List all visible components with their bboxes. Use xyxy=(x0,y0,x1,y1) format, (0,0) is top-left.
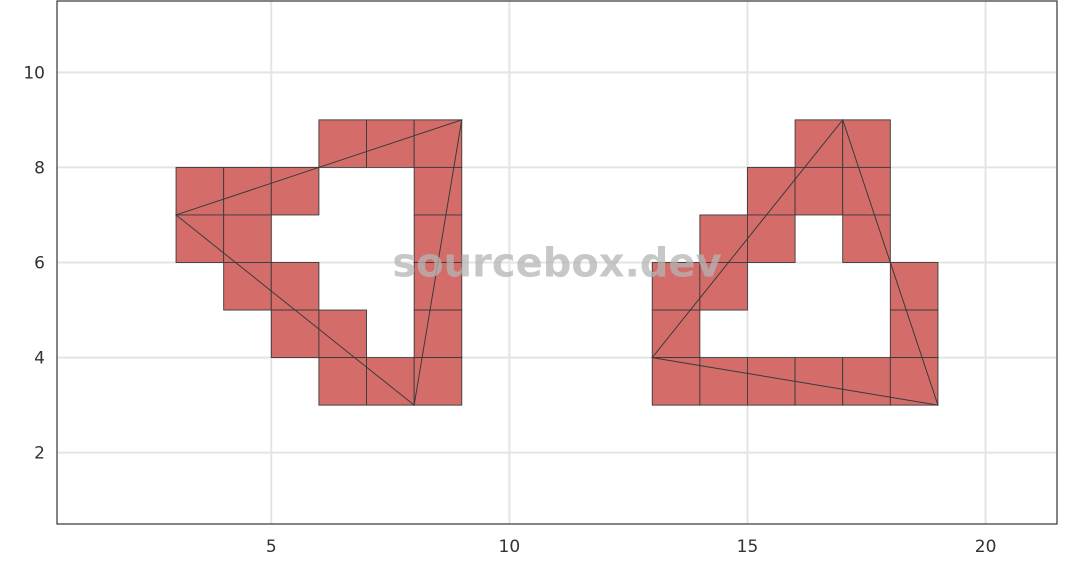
shape-2-cell xyxy=(889,262,939,311)
y-tick-label: 6 xyxy=(34,254,45,274)
shape-2-cell xyxy=(699,214,748,263)
shape-cells xyxy=(175,119,939,406)
shape-1-cell xyxy=(270,309,320,359)
watermark-text: sourcebox.dev xyxy=(392,241,721,287)
shape-1-cell xyxy=(175,214,225,263)
shape-1-cell xyxy=(413,309,463,359)
shape-2-cell xyxy=(794,166,844,216)
x-tick-label: 15 xyxy=(737,537,759,557)
shape-2-cell xyxy=(794,119,844,168)
shape-2-cell xyxy=(842,357,891,406)
y-tick-label: 2 xyxy=(34,444,45,464)
shape-2-cell xyxy=(842,214,891,263)
shape-1-cell xyxy=(318,309,367,359)
x-tick-label: 5 xyxy=(266,537,277,557)
shape-2-cell xyxy=(889,357,939,406)
shape-1-cell xyxy=(223,262,272,311)
y-tick-label: 4 xyxy=(34,349,45,369)
shape-1-cell xyxy=(366,357,415,406)
shape-2-cell xyxy=(747,214,796,263)
y-tick-label: 10 xyxy=(23,63,45,83)
plot-frame xyxy=(56,0,1058,525)
shape-2-cell xyxy=(794,357,844,406)
shape-2-cell xyxy=(747,357,796,406)
shape-1-cell xyxy=(318,357,367,406)
shape-2-triangle xyxy=(651,118,939,406)
triangle-edges xyxy=(175,118,939,407)
shape-2-cell xyxy=(651,309,701,359)
shape-2-cell xyxy=(699,357,748,406)
shape-2-cell xyxy=(651,357,701,406)
x-tick-label: 10 xyxy=(499,537,521,557)
x-axis-ticks: 5 10 15 20 xyxy=(266,537,997,557)
x-tick-label: 20 xyxy=(975,537,997,557)
shape-2-cell xyxy=(747,166,796,216)
shape-2-cell xyxy=(699,262,748,311)
shape-1-cell xyxy=(270,166,320,216)
shape-1-cell xyxy=(413,357,463,406)
shape-1-cell xyxy=(270,262,320,311)
shape-1-cell xyxy=(223,214,272,263)
shape-2-cell xyxy=(651,262,701,311)
y-tick-label: 8 xyxy=(34,158,45,178)
y-axis-ticks: 2 4 6 8 10 xyxy=(23,63,45,463)
shape-2-cell xyxy=(842,119,891,168)
shape-1-triangle xyxy=(175,119,463,407)
shape-1-cell xyxy=(175,166,225,216)
shape-1-cell xyxy=(318,119,367,168)
shape-1-cell xyxy=(413,166,463,216)
